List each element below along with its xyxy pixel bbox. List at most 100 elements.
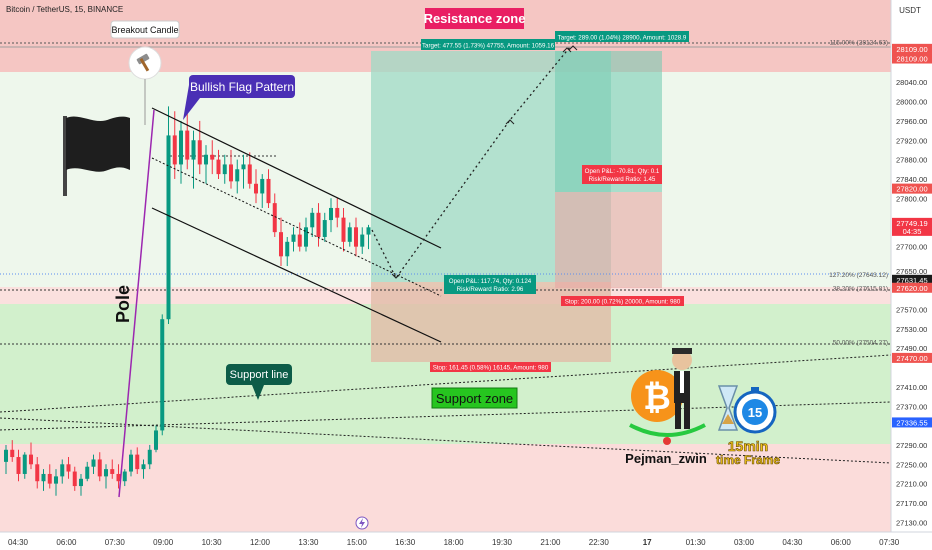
symbol-title[interactable]: Bitcoin / TetherUS, 15, BINANCE: [6, 5, 123, 14]
candle-body: [35, 464, 40, 482]
candle-body: [147, 449, 152, 465]
candle-body: [204, 154, 208, 165]
time-axis[interactable]: [0, 532, 932, 550]
pos1-stop-label: Stop: 161.45 (0.58%) 16145, Amount: 980: [433, 365, 549, 372]
author-avatar-icon: [672, 348, 692, 429]
candle: [279, 217, 283, 266]
candle-body: [266, 178, 271, 204]
price-tick-label: 27650.00: [896, 267, 927, 276]
price-badge-label: 27749.19: [896, 219, 927, 228]
candle: [97, 452, 102, 482]
candle-body: [85, 466, 90, 479]
candle: [72, 466, 77, 491]
candle: [29, 442, 33, 470]
candle: [304, 217, 308, 252]
candle-body: [297, 234, 302, 247]
price-tick-label: 27130.00: [896, 518, 927, 527]
candle: [341, 207, 346, 252]
lightning-icon[interactable]: [355, 516, 369, 530]
price-tick-label: 27290.00: [896, 441, 927, 450]
support-line-callout-bg: [226, 364, 292, 385]
support-zone-label: Support zone: [436, 391, 513, 406]
candle-body: [279, 232, 283, 257]
candle-body: [329, 207, 333, 221]
candle: [354, 217, 358, 257]
candle: [297, 222, 302, 252]
support-line-upper: [0, 354, 892, 413]
price-tick-label: 27410.00: [896, 383, 927, 392]
price-tick-label: 28000.00: [896, 98, 927, 107]
pos1-stop-bg: [430, 362, 551, 372]
pos1-target-bg: [421, 39, 555, 50]
candle: [160, 314, 165, 436]
candle: [60, 459, 65, 484]
pos1-open-bg: [444, 275, 536, 294]
time-tick-label: 06:00: [56, 538, 77, 547]
price-badge-label: 27470.00: [896, 354, 927, 363]
candle-body: [210, 154, 215, 160]
candle-body: [172, 135, 177, 165]
candle: [291, 227, 296, 252]
candle-body: [179, 130, 183, 165]
bullish-flag-callout-pointer: [183, 85, 200, 120]
support-line-callout-pointer: [252, 385, 264, 400]
stopwatch-icon: [733, 387, 777, 434]
candle-body: [160, 319, 165, 431]
time-tick-label: 12:00: [250, 538, 271, 547]
candle-body: [135, 454, 140, 470]
candle-body: [4, 449, 8, 462]
pole-label: Pole: [113, 285, 133, 323]
pos1-target-label: Target: 477.55 (1.73%) 47755, Amount: 10…: [422, 43, 555, 50]
candles: [4, 106, 371, 496]
price-badge: [892, 183, 932, 194]
flag-lower-channel: [151, 207, 442, 343]
candle-body: [166, 135, 171, 320]
candle: [272, 193, 277, 237]
candle: [335, 198, 340, 228]
bullish-flag-callout-bg: [189, 75, 295, 98]
candle: [254, 169, 258, 204]
candle: [310, 207, 315, 237]
fib-label: 115.00% (28124.63): [830, 39, 888, 46]
candle-body: [191, 140, 196, 160]
bitcoin-logo-icon: ₿: [631, 370, 683, 422]
fib-label: 50.00% (27504.27): [833, 339, 888, 346]
pos2-target-bg: [555, 31, 689, 42]
time-tick-label: 04:30: [782, 538, 803, 547]
candle-body: [97, 459, 102, 477]
price-ticks: 28040.00 28000.00 27960.00 27920.00 27880.00…: [896, 78, 927, 527]
time-tick-label: 04:30: [8, 538, 29, 547]
time-tick-label: 16:30: [395, 538, 416, 547]
candle: [222, 154, 227, 184]
candle: [4, 444, 8, 474]
time-tick-label: 10:30: [202, 538, 223, 547]
time-tick-label: 03:00: [734, 538, 755, 547]
candle-body: [72, 471, 77, 487]
price-tick-label: 27960.00: [896, 117, 927, 126]
candle: [141, 459, 146, 479]
position2-loss-box[interactable]: [555, 192, 662, 288]
candle-body: [272, 203, 277, 233]
candle-body: [222, 164, 227, 175]
price-badge-countdown: 04:35: [903, 227, 922, 236]
candle: [147, 444, 152, 470]
bullish-flag-label: Bullish Flag Pattern: [190, 80, 294, 94]
price-tick-label: 28040.00: [896, 78, 927, 87]
breakout-candle-callout-bg: [110, 20, 180, 39]
time-tick-label: 07:30: [879, 538, 900, 547]
candle: [129, 449, 133, 477]
price-badge-label: 27631.45: [896, 276, 927, 285]
candle-body: [79, 478, 83, 487]
price-tick-label: 27570.00: [896, 306, 927, 315]
candle: [41, 469, 46, 491]
time-tick-label: 09:00: [153, 538, 174, 547]
candle: [116, 464, 121, 489]
candle: [316, 203, 321, 247]
candle-body: [104, 469, 108, 477]
price-badge-label: 27820.00: [896, 185, 927, 194]
time-tick-label: 15:00: [347, 538, 368, 547]
position1-loss-box[interactable]: [371, 282, 611, 362]
candle-body: [60, 464, 65, 477]
